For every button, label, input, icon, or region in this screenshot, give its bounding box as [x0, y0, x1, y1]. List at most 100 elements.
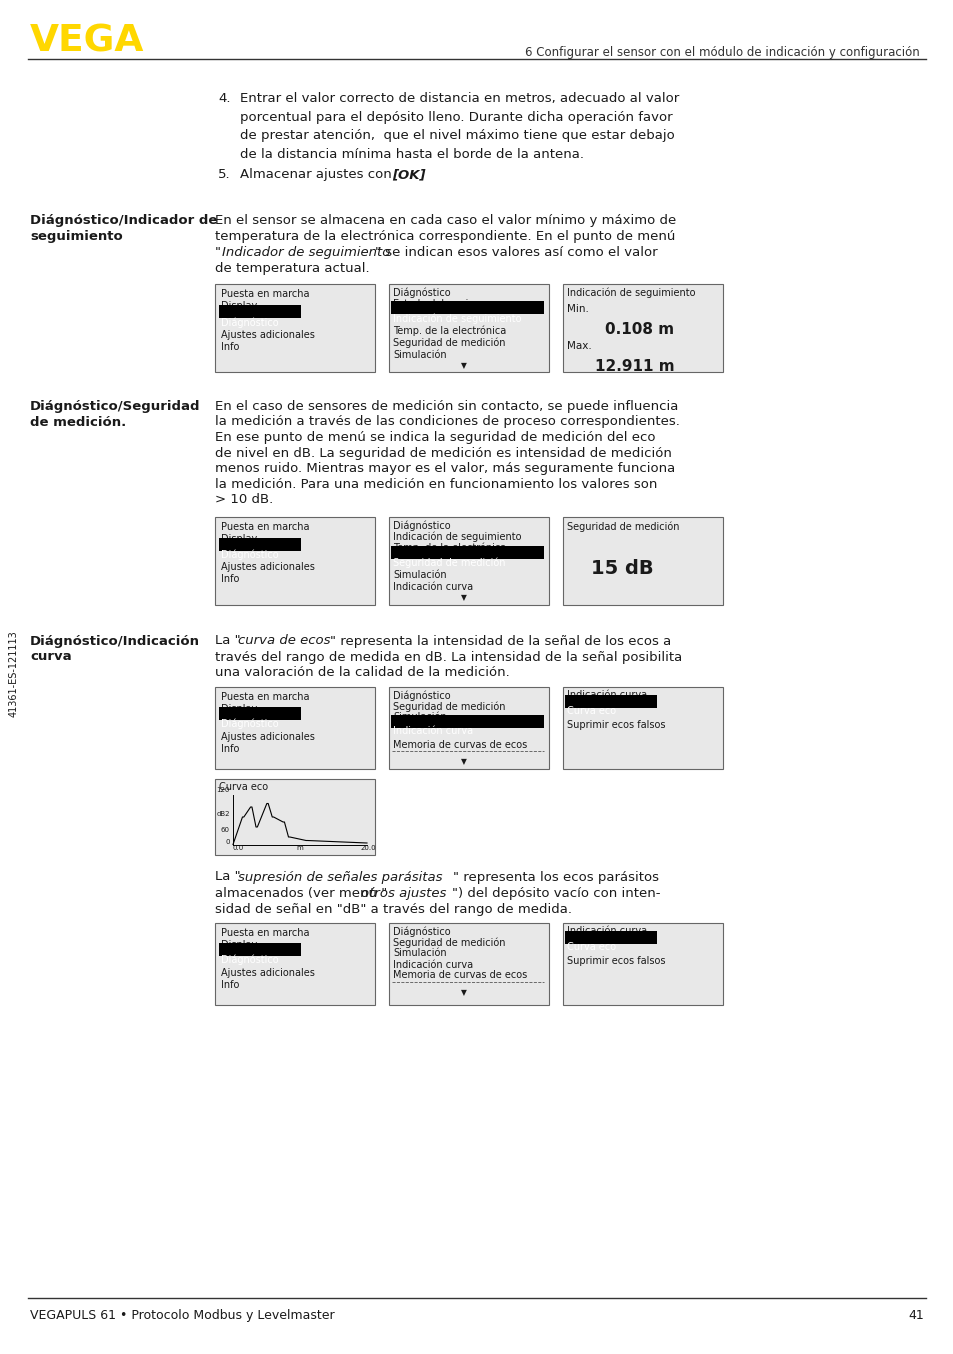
Text: Suprimir ecos falsos: Suprimir ecos falsos — [566, 719, 665, 730]
Text: 5.: 5. — [218, 168, 231, 181]
Text: Ajustes adicionales: Ajustes adicionales — [221, 731, 314, 742]
Text: ") del depósito vacío con inten-: ") del depósito vacío con inten- — [452, 887, 659, 899]
Bar — [214, 686, 375, 769]
Text: VEGA: VEGA — [30, 24, 144, 60]
Text: Diágnóstico/Indicación: Diágnóstico/Indicación — [30, 635, 200, 647]
Text: Display: Display — [221, 940, 257, 949]
Text: sidad de señal en "dB" a través del rango de medida.: sidad de señal en "dB" a través del rang… — [214, 903, 572, 915]
Bar — [219, 305, 301, 318]
Bar — [214, 922, 375, 1005]
Text: La ": La " — [214, 635, 240, 647]
Text: ▼: ▼ — [460, 757, 466, 766]
Text: Indicación curva: Indicación curva — [566, 691, 646, 700]
Text: de medición.: de medición. — [30, 416, 126, 429]
Text: la medición. Para una medición en funcionamiento los valores son: la medición. Para una medición en funcio… — [214, 478, 657, 490]
Bar — [564, 930, 657, 944]
Text: 4.: 4. — [218, 92, 231, 106]
Text: temperatura de la electrónica correspondiente. En el punto de menú: temperatura de la electrónica correspond… — [214, 230, 675, 242]
Bar — [562, 686, 722, 769]
Text: ▼: ▼ — [460, 362, 466, 370]
Text: Curva eco: Curva eco — [566, 707, 616, 716]
Text: 15 dB: 15 dB — [590, 558, 653, 578]
Text: Puesta en marcha: Puesta en marcha — [221, 288, 309, 299]
Text: Diágnóstico/Seguridad: Diágnóstico/Seguridad — [30, 399, 200, 413]
Bar — [564, 695, 657, 708]
Text: Puesta en marcha: Puesta en marcha — [221, 692, 309, 701]
Text: Display: Display — [221, 704, 257, 714]
Text: menos ruido. Mientras mayor es el valor, más seguramente funciona: menos ruido. Mientras mayor es el valor,… — [214, 462, 675, 475]
Text: 0.0: 0.0 — [233, 845, 244, 852]
Bar — [389, 686, 548, 769]
Bar — [214, 284, 375, 372]
Text: curva: curva — [30, 650, 71, 663]
Text: Min.: Min. — [566, 305, 588, 314]
Text: Temp. de la electrónica: Temp. de la electrónica — [393, 326, 506, 337]
Text: otros ajustes: otros ajustes — [360, 887, 446, 899]
Text: la medición a través de las condiciones de proceso correspondientes.: la medición a través de las condiciones … — [214, 416, 679, 428]
Text: Diágnóstico: Diágnóstico — [393, 288, 450, 298]
Text: Indicador de seguimiento: Indicador de seguimiento — [222, 246, 390, 259]
Text: Indicación de seguimiento: Indicación de seguimiento — [393, 313, 521, 324]
Text: Indicación de seguimiento: Indicación de seguimiento — [566, 288, 695, 298]
Text: 6 Configurar el sensor con el módulo de indicación y configuración: 6 Configurar el sensor con el módulo de … — [525, 46, 919, 60]
Text: través del rango de medida en dB. La intensidad de la señal posibilita: través del rango de medida en dB. La int… — [214, 650, 681, 663]
Text: 60: 60 — [221, 826, 230, 833]
Text: Diágnóstico: Diágnóstico — [221, 550, 278, 561]
Text: Suprimir ecos falsos: Suprimir ecos falsos — [566, 956, 665, 965]
Text: Seguridad de medición: Seguridad de medición — [566, 521, 679, 532]
Text: almacenados (ver menú ": almacenados (ver menú " — [214, 887, 387, 899]
Text: " representa la intensidad de la señal de los ecos a: " representa la intensidad de la señal d… — [330, 635, 671, 647]
Text: Max.: Max. — [566, 341, 591, 351]
Text: VEGAPULS 61 • Protocolo Modbus y Levelmaster: VEGAPULS 61 • Protocolo Modbus y Levelma… — [30, 1309, 335, 1322]
Text: Indicación curva: Indicación curva — [393, 727, 473, 737]
Bar — [562, 922, 722, 1005]
Text: Entrar el valor correcto de distancia en metros, adecuado al valor
porcentual pa: Entrar el valor correcto de distancia en… — [240, 92, 679, 161]
Text: " representa los ecos parásitos: " representa los ecos parásitos — [453, 871, 659, 884]
Text: Memoria de curvas de ecos: Memoria de curvas de ecos — [393, 971, 527, 980]
Text: Memoria de curvas de ecos: Memoria de curvas de ecos — [393, 739, 527, 750]
Text: 120: 120 — [216, 787, 230, 792]
Text: " se indican esos valores así como el valor: " se indican esos valores así como el va… — [375, 246, 657, 259]
Text: Curva eco: Curva eco — [219, 783, 268, 792]
Text: Display: Display — [221, 533, 257, 543]
Bar — [562, 284, 722, 372]
Text: Temp. de la electrónica: Temp. de la electrónica — [393, 543, 506, 552]
Text: Diágnóstico: Diágnóstico — [393, 926, 450, 937]
Bar — [389, 922, 548, 1005]
Text: Diágnóstico: Diágnóstico — [393, 691, 450, 701]
Text: Indicación curva: Indicación curva — [393, 960, 473, 969]
Text: 20.0: 20.0 — [360, 845, 376, 852]
Text: ▼: ▼ — [460, 593, 466, 603]
Text: > 10 dB.: > 10 dB. — [214, 493, 273, 506]
Text: m: m — [295, 845, 302, 852]
Text: ▼: ▼ — [460, 988, 466, 998]
Text: La ": La " — [214, 871, 240, 884]
Text: Simulación: Simulación — [393, 949, 446, 959]
Text: Indicación curva: Indicación curva — [566, 926, 646, 937]
Text: Puesta en marcha: Puesta en marcha — [221, 521, 309, 532]
Text: Diágnóstico: Diágnóstico — [393, 520, 450, 531]
Text: Seguridad de medición: Seguridad de medición — [393, 338, 505, 348]
Text: Diágnóstico/Indicador de: Diágnóstico/Indicador de — [30, 214, 217, 227]
Text: 0.108 m: 0.108 m — [604, 322, 674, 337]
Bar — [219, 707, 301, 719]
Text: Ajustes adicionales: Ajustes adicionales — [221, 562, 314, 573]
Text: de temperatura actual.: de temperatura actual. — [214, 263, 369, 275]
Text: Info: Info — [221, 979, 239, 990]
Text: 41: 41 — [907, 1309, 923, 1322]
Text: seguimiento: seguimiento — [30, 230, 123, 242]
Text: 0: 0 — [225, 838, 230, 845]
Text: Info: Info — [221, 343, 239, 352]
Bar — [214, 779, 375, 854]
Text: Info: Info — [221, 743, 239, 753]
Text: Indicación de seguimiento: Indicación de seguimiento — [393, 532, 521, 542]
Text: de nivel en dB. La seguridad de medición es intensidad de medición: de nivel en dB. La seguridad de medición… — [214, 447, 671, 459]
Text: Simulación: Simulación — [393, 570, 446, 581]
Text: Puesta en marcha: Puesta en marcha — [221, 927, 309, 937]
Text: una valoración de la calidad de la medición.: una valoración de la calidad de la medic… — [214, 666, 509, 680]
Text: Seguridad de medición: Seguridad de medición — [393, 937, 505, 948]
Text: Diágnóstico: Diágnóstico — [221, 955, 278, 965]
Text: Indicación curva: Indicación curva — [393, 581, 473, 592]
Text: [OK]: [OK] — [392, 168, 425, 181]
Text: Ajustes adicionales: Ajustes adicionales — [221, 968, 314, 978]
